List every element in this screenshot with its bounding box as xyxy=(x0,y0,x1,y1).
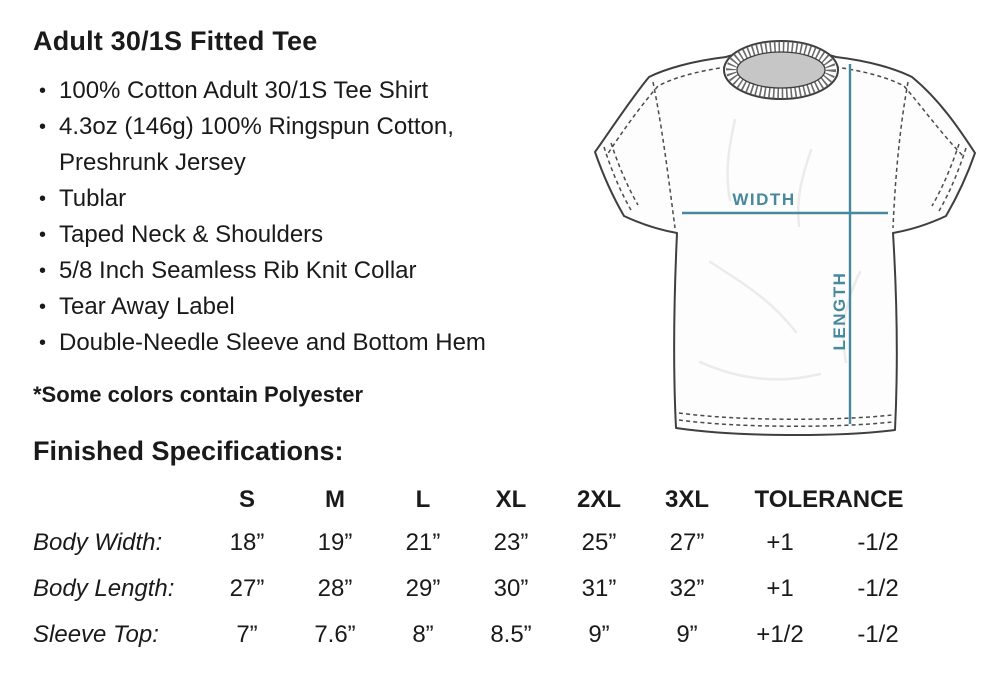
table-row-sleeve-top: Sleeve Top: 7” 7.6” 8” 8.5” 9” 9” +1/2 -… xyxy=(33,612,927,658)
wrinkle-shading xyxy=(698,118,862,381)
spec-value: 8.5” xyxy=(490,621,532,648)
spec-value: 9” xyxy=(676,621,698,648)
size-column-header: M xyxy=(325,486,345,513)
spec-value: 27” xyxy=(669,529,705,556)
specifications-table: S M L XL 2XL 3XL TOLERANCE Body Width: 1… xyxy=(33,480,927,658)
product-description: Adult 30/1S Fitted Tee 100% Cotton Adult… xyxy=(33,26,565,408)
spec-value: 28” xyxy=(317,575,353,602)
feature-item: Tear Away Label xyxy=(33,289,565,325)
spec-value: 27” xyxy=(229,575,265,602)
tolerance-plus: +1 xyxy=(766,529,794,556)
tolerance-minus: -1/2 xyxy=(857,621,899,648)
collar xyxy=(723,40,839,100)
row-label: Body Length: xyxy=(33,575,175,602)
spec-value: 18” xyxy=(229,529,265,556)
tolerance-minus: -1/2 xyxy=(857,529,899,556)
spec-value: 21” xyxy=(405,529,441,556)
feature-item: Taped Neck & Shoulders xyxy=(33,217,565,253)
feature-item: Tublar xyxy=(33,181,565,217)
size-column-header: S xyxy=(238,486,255,513)
neck-opening xyxy=(736,51,826,89)
stitch-seams xyxy=(603,66,967,428)
row-label: Sleeve Top: xyxy=(33,621,159,648)
table-header-row: S M L XL 2XL 3XL TOLERANCE xyxy=(33,480,927,520)
size-column-header: 2XL xyxy=(576,486,621,513)
spec-value: 7.6” xyxy=(314,621,356,648)
specifications-heading: Finished Specifications: xyxy=(33,436,344,466)
feature-list: 100% Cotton Adult 30/1S Tee Shirt 4.3oz … xyxy=(33,73,565,361)
tshirt-body-outline xyxy=(594,49,976,437)
feature-item: 5/8 Inch Seamless Rib Knit Collar xyxy=(33,253,565,289)
spec-value: 19” xyxy=(317,529,353,556)
table-corner-cell xyxy=(33,480,203,520)
length-label: LENGTH xyxy=(830,272,849,351)
table-row-body-width: Body Width: 18” 19” 21” 23” 25” 27” +1 -… xyxy=(33,520,927,566)
tolerance-minus: -1/2 xyxy=(857,575,899,602)
tolerance-column-header: TOLERANCE xyxy=(754,486,904,513)
tolerance-plus: +1 xyxy=(766,575,794,602)
spec-value: 30” xyxy=(493,575,529,602)
size-column-header: L xyxy=(415,486,431,513)
feature-item: Double-Needle Sleeve and Bottom Hem xyxy=(33,325,565,361)
table-row-body-length: Body Length: 27” 28” 29” 30” 31” 32” +1 … xyxy=(33,566,927,612)
spec-value: 29” xyxy=(405,575,441,602)
feature-item: 4.3oz (146g) 100% Ringspun Cotton, Presh… xyxy=(33,109,565,181)
tshirt-diagram-svg: WIDTH LENGTH xyxy=(594,40,976,437)
product-title: Adult 30/1S Fitted Tee xyxy=(33,26,318,56)
spec-value: 9” xyxy=(588,621,610,648)
feature-item: 100% Cotton Adult 30/1S Tee Shirt xyxy=(33,73,565,109)
spec-value: 7” xyxy=(236,621,258,648)
spec-value: 32” xyxy=(669,575,705,602)
collar-ribbing xyxy=(726,41,836,99)
tolerance-plus: +1/2 xyxy=(756,621,804,648)
spec-value: 25” xyxy=(581,529,617,556)
color-note: *Some colors contain Polyester xyxy=(33,382,364,407)
spec-value: 8” xyxy=(412,621,434,648)
size-column-header: 3XL xyxy=(664,486,709,513)
size-column-header: XL xyxy=(495,486,527,513)
tshirt-illustration: WIDTH LENGTH xyxy=(560,0,1000,470)
width-label: WIDTH xyxy=(732,190,795,209)
spec-value: 23” xyxy=(493,529,529,556)
row-label: Body Width: xyxy=(33,529,163,556)
spec-value: 31” xyxy=(581,575,617,602)
